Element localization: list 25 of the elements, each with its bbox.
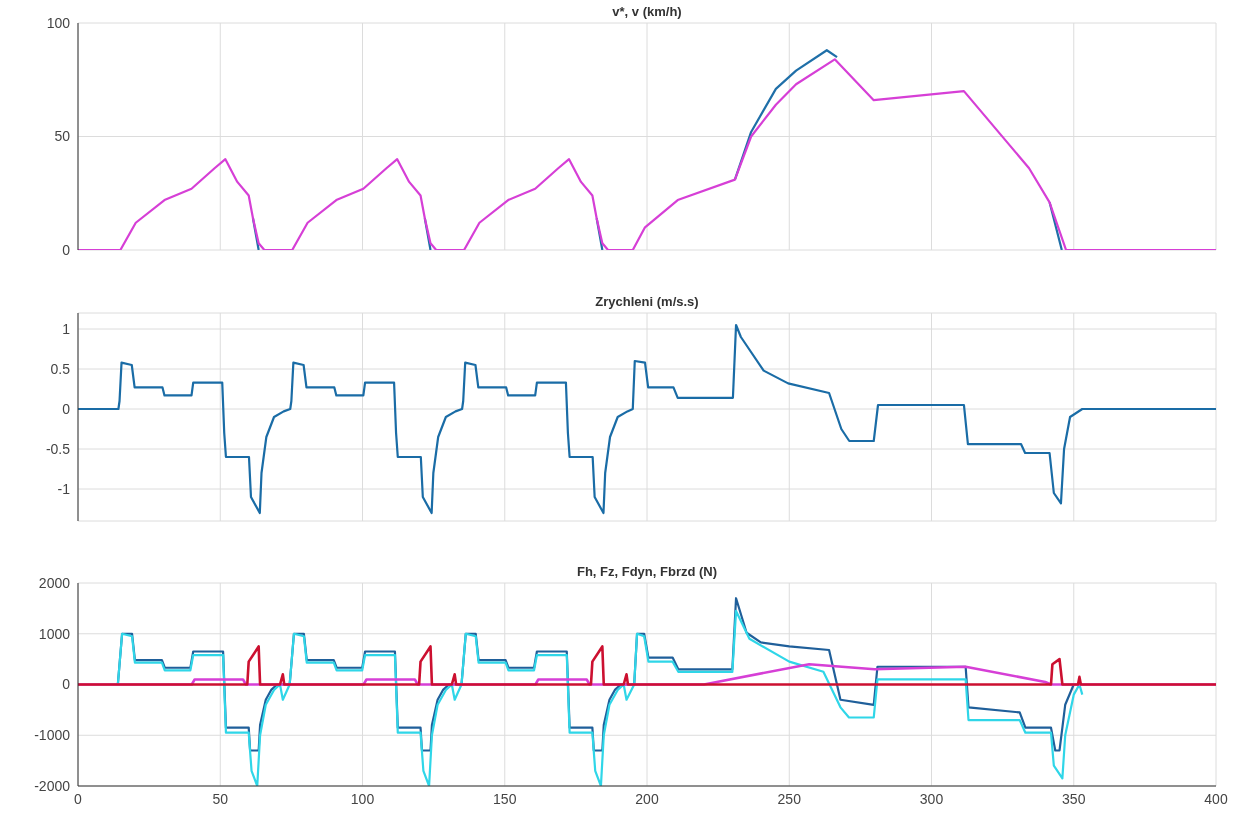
x-tick-label: 400 <box>1204 790 1228 807</box>
y-tick-label: 0 <box>62 676 71 693</box>
x-tick-label: 50 <box>212 790 229 807</box>
chart-title: v*, v (km/h) <box>611 4 683 19</box>
y-tick-label: 50 <box>54 128 71 145</box>
x-tick-label: 300 <box>919 790 944 807</box>
y-tick-label: 0 <box>62 400 71 417</box>
x-tick-label: 250 <box>777 790 802 807</box>
y-tick-label: -1000 <box>34 727 71 744</box>
y-tick-label: 1 <box>62 320 71 337</box>
y-tick-label: 100 <box>46 14 71 31</box>
y-tick-label: 0.5 <box>50 360 71 377</box>
x-tick-label: 350 <box>1062 790 1086 807</box>
x-tick-label: 200 <box>635 790 659 807</box>
y-tick-label: -2000 <box>34 777 71 794</box>
y-tick-label: -1 <box>57 480 71 497</box>
chart-title: Fh, Fz, Fdyn, Fbrzd (N) <box>575 564 719 579</box>
x-tick-label: 150 <box>493 790 517 807</box>
y-tick-label: 2000 <box>38 574 71 591</box>
chart-title: Zrychleni (m/s.s) <box>594 294 700 309</box>
x-tick-label: 0 <box>74 790 83 807</box>
y-tick-label: 1000 <box>38 625 71 642</box>
y-tick-label: -0.5 <box>45 440 71 457</box>
y-tick-label: 0 <box>62 241 71 258</box>
x-tick-label: 100 <box>350 790 375 807</box>
